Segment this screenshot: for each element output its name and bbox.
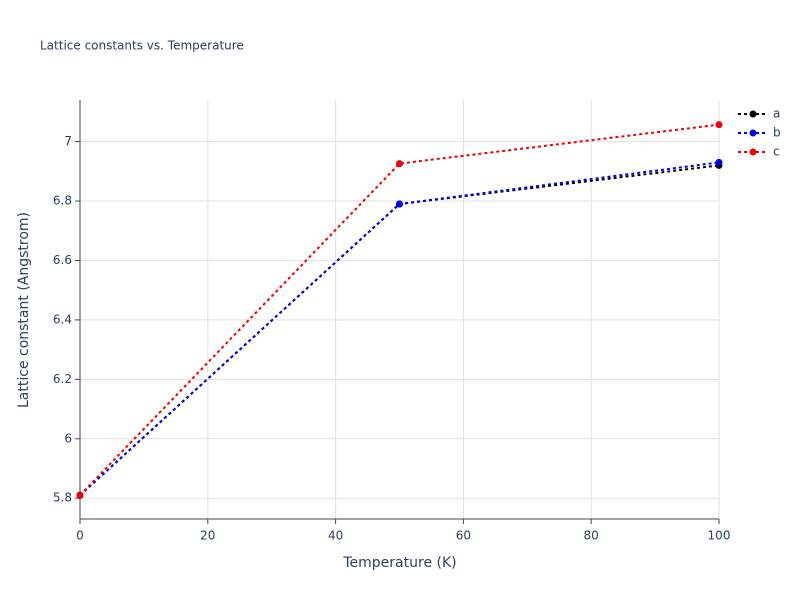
data-point bbox=[715, 158, 723, 166]
legend-label: a bbox=[773, 107, 780, 121]
legend-label: c bbox=[773, 145, 780, 159]
y-tick-label: 7 bbox=[64, 134, 72, 148]
y-axis-label: Lattice constant (Angstrom) bbox=[16, 212, 32, 408]
chart-title: Lattice constants vs. Temperature bbox=[40, 39, 244, 53]
data-point bbox=[76, 491, 84, 499]
series-line bbox=[79, 161, 720, 496]
x-tick-label: 20 bbox=[200, 529, 215, 543]
data-point bbox=[396, 200, 403, 208]
data-point bbox=[396, 160, 403, 168]
y-tick-label: 6.2 bbox=[53, 372, 72, 386]
y-tick-label: 6.6 bbox=[53, 253, 72, 267]
legend-marker bbox=[749, 148, 757, 156]
y-tick-label: 6.8 bbox=[53, 194, 72, 208]
y-tick-label: 5.8 bbox=[53, 491, 72, 505]
legend-marker bbox=[749, 129, 757, 137]
x-tick-label: 60 bbox=[456, 529, 471, 543]
x-tick-label: 0 bbox=[76, 529, 84, 543]
data-point bbox=[715, 121, 723, 129]
x-tick-label: 80 bbox=[584, 529, 599, 543]
x-tick-label: 40 bbox=[328, 529, 343, 543]
series-line bbox=[79, 123, 720, 496]
x-axis-label: Temperature (K) bbox=[342, 555, 456, 571]
y-tick-label: 6.4 bbox=[53, 312, 72, 326]
legend-label: b bbox=[773, 126, 781, 140]
series-line bbox=[79, 164, 720, 496]
legend-marker bbox=[749, 110, 757, 118]
x-tick-label: 100 bbox=[708, 529, 731, 543]
y-tick-label: 6 bbox=[64, 431, 72, 445]
